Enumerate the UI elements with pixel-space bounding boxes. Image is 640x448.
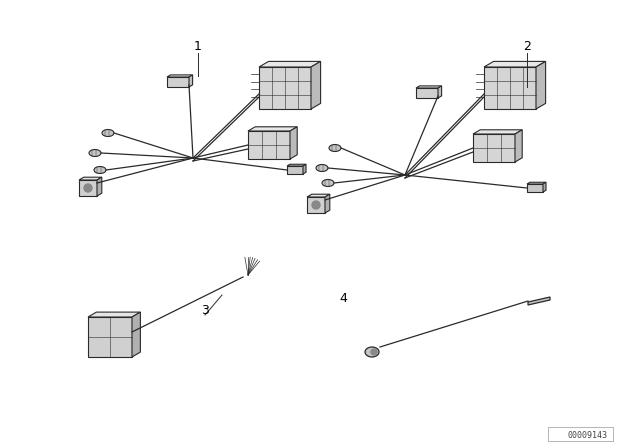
Polygon shape [484,61,545,67]
Ellipse shape [329,145,341,151]
Polygon shape [307,194,330,197]
Circle shape [84,184,92,192]
Polygon shape [248,127,297,131]
Polygon shape [528,297,550,305]
Polygon shape [325,194,330,213]
Polygon shape [189,75,193,87]
Polygon shape [527,184,543,192]
Polygon shape [287,164,306,166]
Polygon shape [97,177,102,196]
Polygon shape [303,164,306,174]
Polygon shape [515,130,522,162]
Circle shape [371,349,377,355]
Polygon shape [536,61,545,109]
Text: 3: 3 [201,303,209,316]
Polygon shape [527,182,546,184]
Bar [548,427,613,441]
Circle shape [312,201,320,209]
Polygon shape [290,127,297,159]
Polygon shape [416,88,438,98]
Polygon shape [167,75,193,77]
Text: 00009143: 00009143 [568,431,608,439]
Polygon shape [88,312,140,317]
Polygon shape [248,131,290,159]
Ellipse shape [316,164,328,172]
Polygon shape [473,130,522,134]
Ellipse shape [322,180,334,186]
Polygon shape [416,86,442,88]
Polygon shape [259,61,321,67]
Polygon shape [259,67,311,109]
Polygon shape [287,166,303,174]
Polygon shape [438,86,442,98]
Polygon shape [484,67,536,109]
Polygon shape [307,197,325,213]
Polygon shape [167,77,189,87]
Polygon shape [79,180,97,196]
Polygon shape [311,61,321,109]
Ellipse shape [365,347,379,357]
Polygon shape [79,177,102,180]
Polygon shape [543,182,546,192]
Polygon shape [88,317,132,357]
Text: 2: 2 [523,40,531,53]
Ellipse shape [102,129,114,137]
Ellipse shape [94,167,106,173]
Polygon shape [473,134,515,162]
Text: 1: 1 [194,40,202,53]
Text: 4: 4 [339,292,347,305]
Ellipse shape [89,150,101,156]
Polygon shape [132,312,140,357]
